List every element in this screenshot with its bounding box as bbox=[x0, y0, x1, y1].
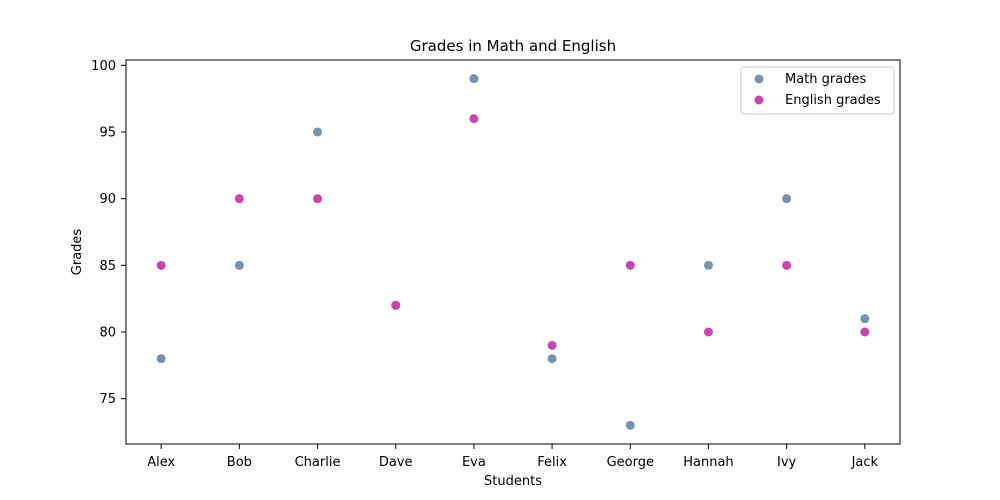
math-grade-point bbox=[469, 74, 479, 84]
english-grade-point bbox=[860, 327, 870, 337]
y-tick-label: 95 bbox=[99, 126, 116, 141]
y-tick-label: 85 bbox=[99, 259, 116, 274]
chart-title: Grades in Math and English bbox=[410, 37, 616, 55]
legend-marker-english bbox=[754, 95, 764, 105]
y-tick-label: 90 bbox=[99, 192, 116, 207]
english-grade-point bbox=[625, 260, 635, 270]
english-grade-point bbox=[782, 260, 792, 270]
points-layer bbox=[156, 74, 870, 430]
y-tick-label: 80 bbox=[99, 326, 116, 341]
x-tick-label: Felix bbox=[537, 455, 567, 470]
x-tick-label: Ivy bbox=[777, 455, 797, 470]
english-grade-point bbox=[313, 194, 323, 204]
english-grade-point bbox=[469, 114, 479, 124]
legend-label-english: English grades bbox=[785, 93, 881, 108]
legend-label-math: Math grades bbox=[785, 72, 866, 87]
english-grade-point bbox=[391, 300, 401, 310]
x-tick-label: Dave bbox=[379, 455, 413, 470]
x-tick-label: Eva bbox=[462, 455, 486, 470]
x-tick-label: Alex bbox=[147, 455, 175, 470]
y-tick-label: 75 bbox=[99, 392, 116, 407]
x-tick-label: Jack bbox=[851, 455, 879, 470]
english-grade-point bbox=[234, 194, 244, 204]
math-grade-point bbox=[313, 127, 323, 137]
x-tick-label: Hannah bbox=[683, 455, 733, 470]
math-grade-point bbox=[234, 260, 244, 270]
y-tick-label: 100 bbox=[91, 59, 116, 74]
plot-frame bbox=[125, 59, 901, 445]
english-grade-point bbox=[703, 327, 713, 337]
english-grade-point bbox=[547, 340, 557, 350]
x-axis-label: Students bbox=[484, 474, 542, 489]
x-tick-label: Bob bbox=[227, 455, 252, 470]
legend-box bbox=[740, 66, 895, 115]
x-axis-ticks: Alex Bob Charlie Dave Eva Felix George Hannah Iv… bbox=[147, 444, 879, 470]
math-grade-point bbox=[156, 354, 166, 364]
math-grade-point bbox=[703, 260, 713, 270]
math-grade-point bbox=[782, 194, 792, 204]
x-tick-label: George bbox=[607, 455, 654, 470]
math-grade-point bbox=[547, 354, 557, 364]
x-tick-label: Charlie bbox=[295, 455, 341, 470]
english-grade-point bbox=[156, 260, 166, 270]
y-axis-label: Grades bbox=[70, 229, 85, 276]
legend: Math grades English grades bbox=[740, 66, 895, 115]
y-axis-ticks: 75 80 85 90 95 100 bbox=[91, 59, 126, 407]
legend-marker-math bbox=[754, 74, 764, 84]
math-grade-point bbox=[860, 314, 870, 324]
math-grade-point bbox=[625, 420, 635, 430]
